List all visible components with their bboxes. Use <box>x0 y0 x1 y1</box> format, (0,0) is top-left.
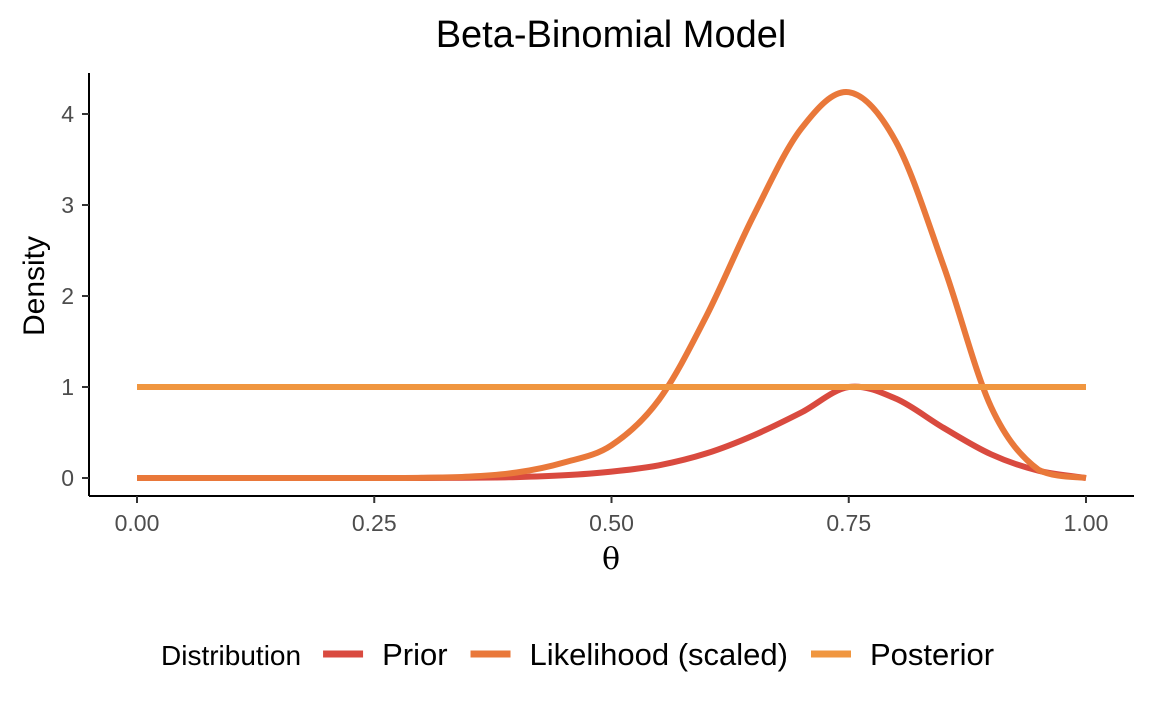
y-ticks: 0 1 2 3 4 <box>61 101 89 491</box>
y-tick-label: 1 <box>61 374 74 400</box>
legend: Distribution Prior Likelihood (scaled) Pos… <box>161 637 994 672</box>
y-axis-title: Density <box>18 236 51 336</box>
y-tick-label: 3 <box>61 192 74 218</box>
y-tick-label: 4 <box>61 101 74 127</box>
x-axis-title: θ <box>602 542 620 577</box>
legend-title: Distribution <box>161 640 301 671</box>
y-tick-label: 0 <box>61 465 74 491</box>
x-tick-label: 0.75 <box>826 510 871 536</box>
axes <box>88 73 1134 497</box>
legend-label-likelihood-scaled: Likelihood (scaled) <box>530 637 788 672</box>
legend-label-posterior: Posterior <box>870 637 994 672</box>
x-tick-label: 0.25 <box>352 510 397 536</box>
legend-label-prior: Prior <box>382 637 447 672</box>
series-lines <box>136 89 1087 481</box>
x-tick-label: 0.50 <box>589 510 634 536</box>
chart-title: Beta-Binomial Model <box>436 14 787 56</box>
series-line-prior <box>137 383 1087 481</box>
x-ticks: 0.00 0.25 0.50 0.75 1.00 <box>115 496 1109 536</box>
series-line-likelihood-scaled <box>137 89 1087 481</box>
x-tick-label: 1.00 <box>1064 510 1109 536</box>
x-tick-label: 0.00 <box>115 510 160 536</box>
y-tick-label: 2 <box>61 283 74 309</box>
